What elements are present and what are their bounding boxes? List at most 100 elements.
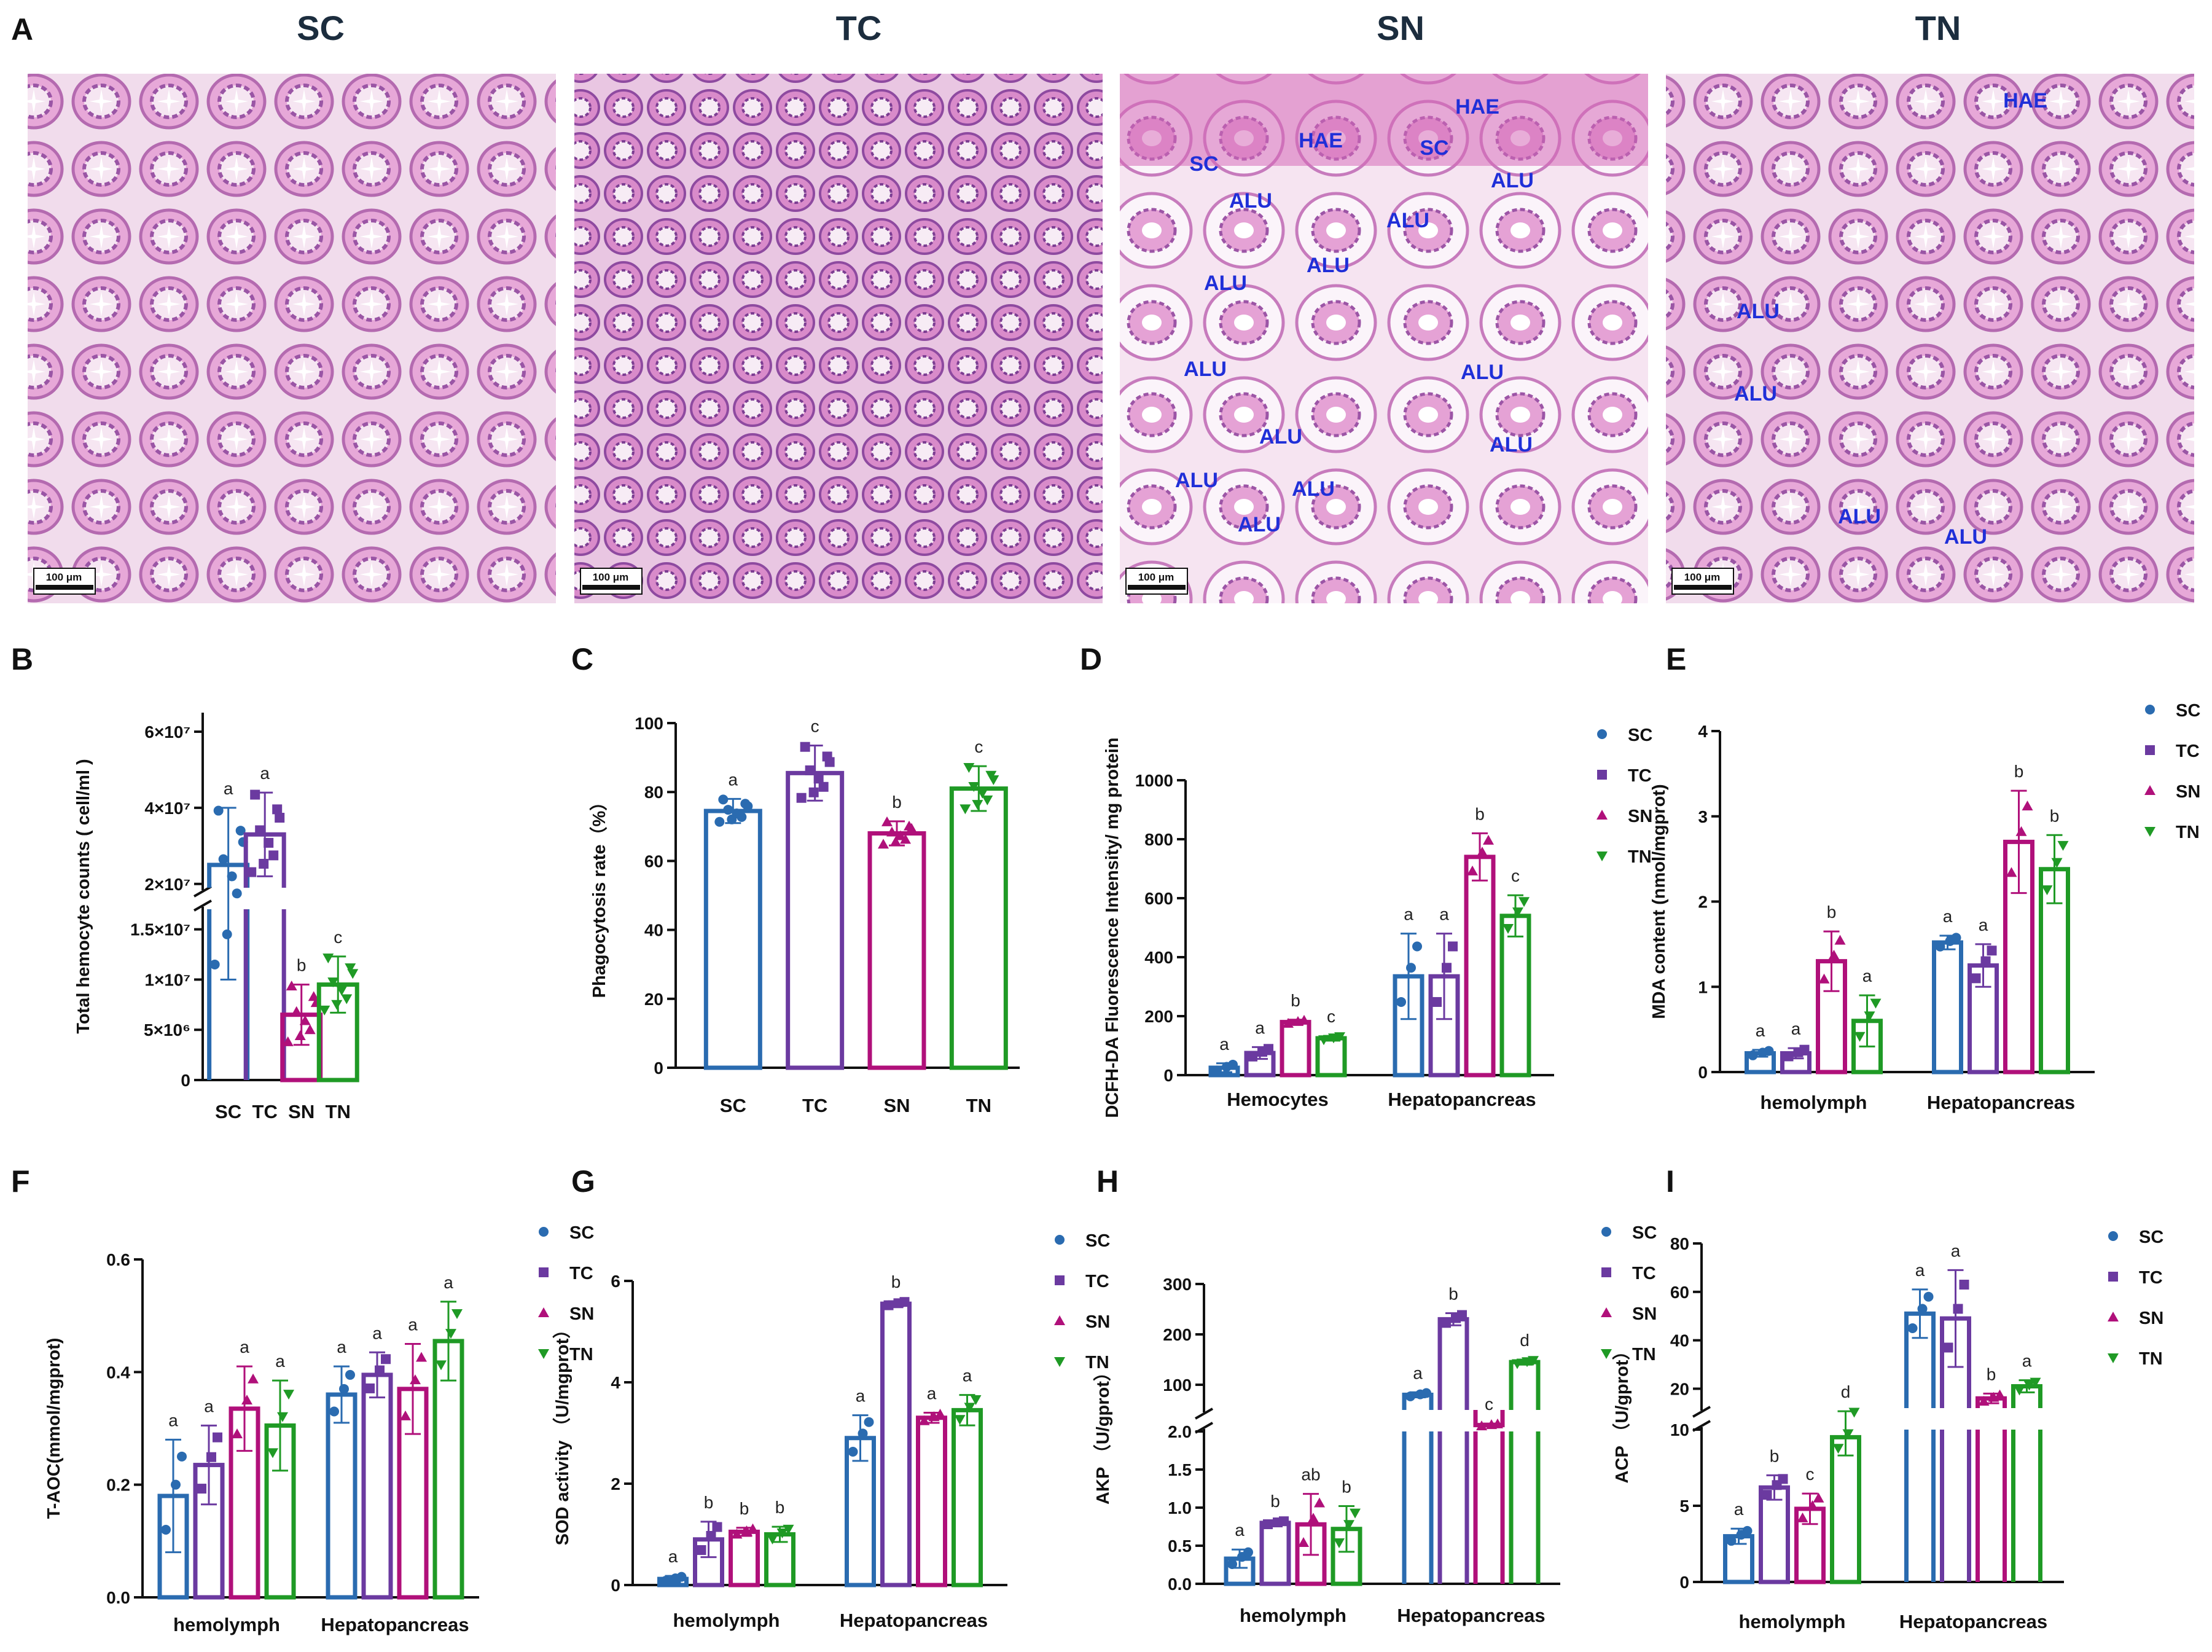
data-point [824,757,835,767]
data-point [934,1408,946,1419]
annotation-alu: ALU [1292,477,1335,501]
legend: SC TC SN TN [2108,1227,2163,1369]
data-point [1818,973,1830,984]
x-group-label: Hemocytes [1227,1089,1328,1110]
data-point [676,1572,687,1582]
y-tick-label: 60 [1670,1283,1689,1302]
bar-sn: a [916,1384,947,1587]
data-point [696,1545,706,1556]
data-point [209,959,220,969]
data-point [1596,851,1608,861]
bar-rect [1280,1020,1311,1078]
data-point [1467,865,1478,875]
data-point [1807,1500,1818,1510]
significance-letter: a [204,1396,214,1415]
significance-letter: a [1404,905,1413,924]
axis-break-mark [193,885,212,898]
bar-rect [361,1372,393,1600]
bar-sn: b [1816,902,1847,1075]
legend-label: TC [569,1264,593,1283]
annotation-alu: ALU [1386,209,1429,232]
significance-letter: b [2050,806,2060,825]
data-point [1283,1017,1294,1028]
panel-h-label: H [1096,1164,1119,1199]
data-point [1477,847,1488,857]
data-point [2030,1377,2041,1388]
data-point [1396,996,1406,1007]
significance-letter: b [297,956,307,975]
data-point [299,1015,311,1025]
legend: SC TC SN TN [1596,726,1652,867]
data-point [959,804,971,815]
data-point [1864,1011,1875,1022]
y-tick-label: 4×10⁷ [144,799,190,818]
y-tick-label: 20 [1670,1379,1689,1398]
significance-letter: a [168,1411,178,1430]
y-tick-label: 40 [644,921,663,940]
bar-tc: a [243,764,286,1080]
axis-break-mark [1195,1407,1213,1420]
panel-c-label: C [571,642,593,676]
bar-lower [2011,1430,2042,1582]
data-point [381,1354,391,1364]
data-point [213,1432,222,1443]
data-point [800,742,810,752]
data-point [1848,1407,1860,1418]
significance-letter: a [927,1384,937,1403]
data-point [322,953,334,964]
data-point [972,800,983,810]
y-tick-label: 20 [644,990,663,1009]
bar-lower [243,909,286,1080]
data-point [982,795,993,805]
data-point [539,1267,549,1277]
data-point [1243,1547,1253,1557]
data-point [743,801,753,812]
y-axis-title: Total hemocyte counts ( cell/ml ) [74,759,93,1033]
data-point [977,788,988,799]
bar-sc: a [1402,1363,1434,1584]
data-point [1512,1359,1523,1369]
y-tick-label: 800 [1144,830,1173,849]
axis-break-mark [193,899,212,912]
significance-letter: a [444,1273,453,1292]
significance-letter: a [1413,1363,1423,1382]
data-point [1994,1389,2006,1400]
data-point [1935,941,1945,952]
significance-letter: b [740,1499,749,1518]
significance-letter: b [2014,762,2024,781]
x-group-label: hemolymph [1240,1605,1346,1626]
data-point [964,1403,975,1413]
panel-d-label: D [1080,642,1102,676]
legend-label: SN [2176,782,2200,802]
significance-letter: a [1943,907,1953,926]
y-tick-label: 1×10⁷ [144,970,190,989]
chart-i: I 0 5 10 20 40 60 80 ACP （U/gprot） a b c d hemolymph a… [1612,1164,2163,1632]
bar-sn: a [229,1337,260,1600]
bar-tn: a [1851,966,1883,1075]
bar-tn: a [952,1366,983,1587]
data-point [1764,1046,1774,1056]
chart-d: D 0 200 400 600 800 1000 DCFH-DA Fluorescence I… [1080,642,1652,1118]
bar-sc: a [1208,1035,1240,1078]
scale-bar-label: 100 μm [593,571,629,583]
significance-letter: a [1235,1521,1245,1540]
data-point [723,805,733,815]
y-tick-label: 60 [644,851,663,871]
data-point [267,1448,278,1458]
bar-lower [1473,1431,1505,1584]
image-title-sc: SC [297,9,345,47]
x-category-label: TC [252,1101,278,1122]
data-point [283,1390,294,1400]
bar-sn: a [397,1315,429,1600]
bar-tc: b [1259,1492,1291,1586]
bar-rect [880,1301,912,1587]
charts: B 0 5×10⁶ 1×10⁷ 1.5×10⁷ 2×10⁷ 4×10⁷ 6×10⁷ Total … [11,642,2200,1635]
data-point [706,1530,716,1541]
legend-label: TN [1085,1353,1109,1372]
legend-label: TC [1632,1264,1656,1283]
legend-label: TC [1085,1272,1109,1291]
annotation-alu: ALU [1838,505,1881,528]
data-point [1923,1291,1934,1302]
bar-tc: b [1437,1285,1469,1584]
image-title-sn: SN [1377,9,1425,47]
